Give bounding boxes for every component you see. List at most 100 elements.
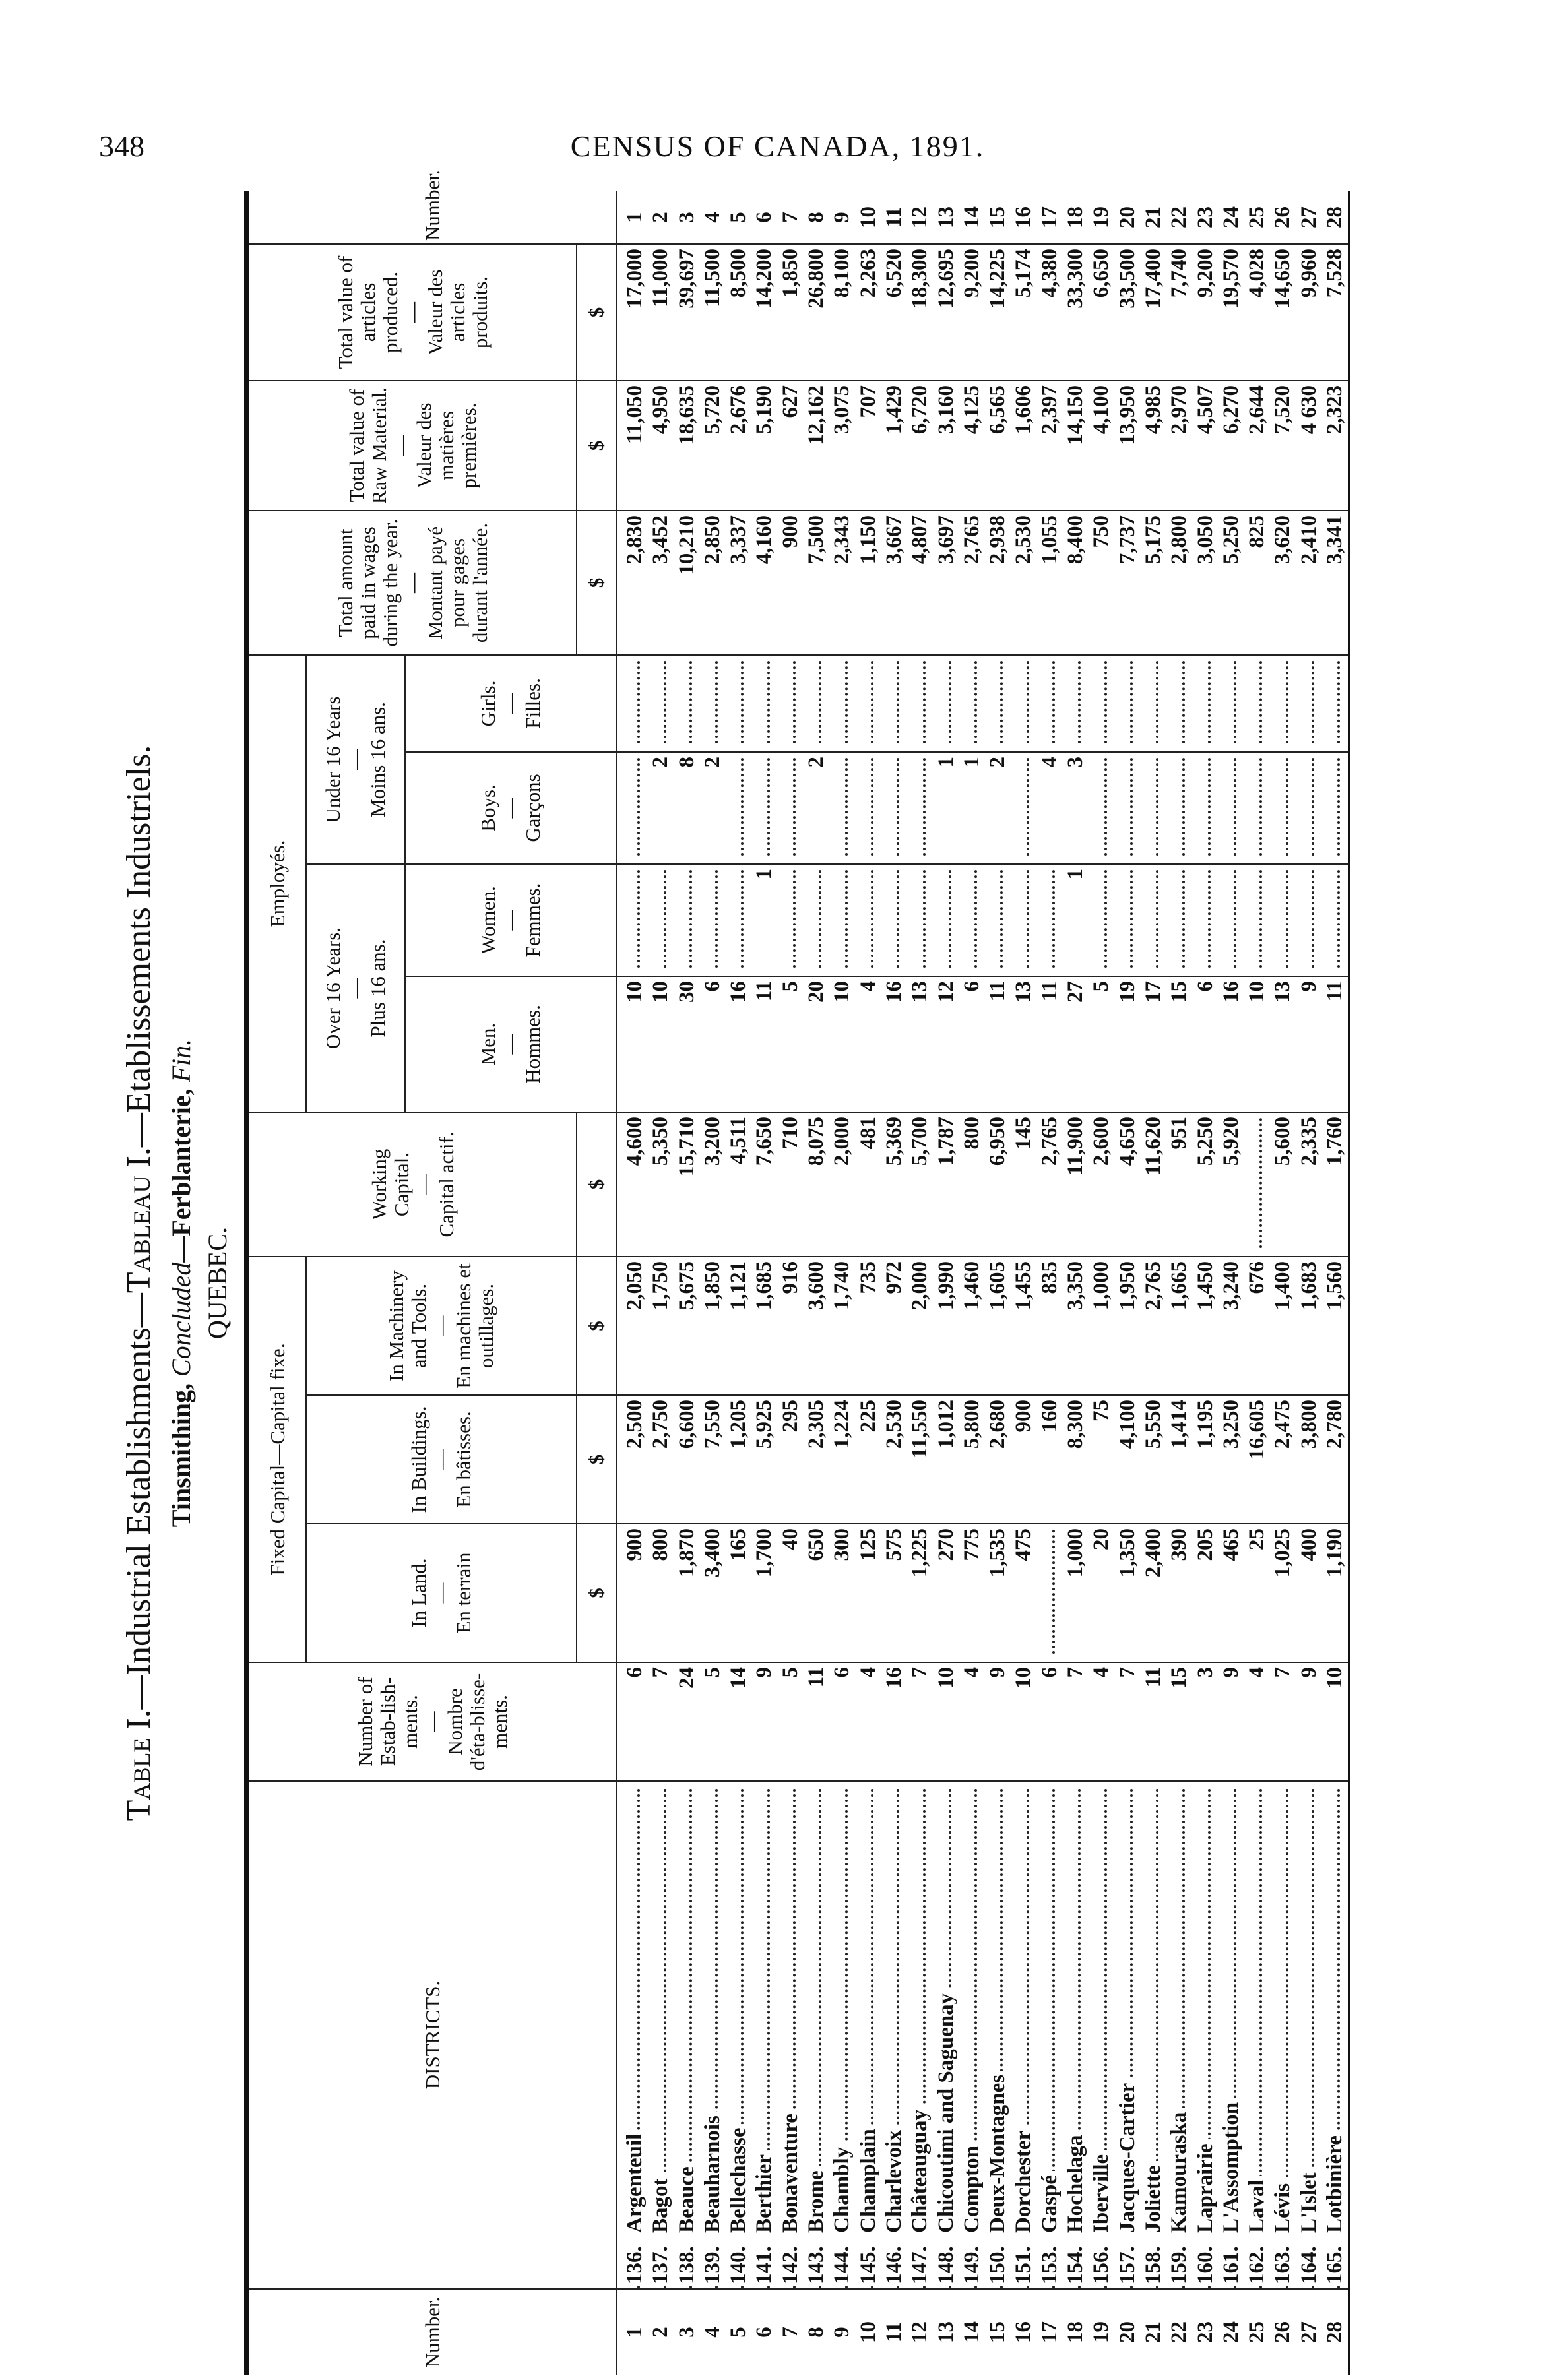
wages-cell: 7,737: [1114, 510, 1141, 655]
products-cell: 33,300: [1063, 243, 1089, 381]
boys-cell: 2: [648, 751, 674, 864]
men-cell: 5: [777, 976, 804, 1112]
land-cell: 400: [1296, 1524, 1323, 1662]
row-number-left: 14: [959, 2321, 984, 2343]
working-cell: [1244, 1112, 1271, 1257]
raw-cell: 5,190: [751, 380, 778, 511]
district-cell: 160. Laprairie: [1192, 1781, 1219, 2289]
girls-cell: [1036, 654, 1063, 752]
girls-cell: [1244, 654, 1271, 752]
dash: —: [499, 910, 522, 931]
header-boys: Boys. — Garçons: [405, 751, 616, 864]
land-cell: 1,535: [985, 1524, 1011, 1662]
women-cell: [699, 863, 726, 976]
estab-cell: 10: [1322, 1662, 1349, 1781]
wages-cell: 3,620: [1270, 510, 1296, 655]
raw-cell: 14,150: [1063, 380, 1089, 511]
products-cell: 17,400: [1140, 243, 1167, 381]
district-code: 149.: [959, 2242, 984, 2284]
row-number-left: 16: [1011, 2321, 1036, 2343]
header-fixed-capital: Fixed Capital—Capital fixe.: [247, 1256, 306, 1662]
dash: —: [344, 978, 367, 999]
estab-cell: 7: [907, 1662, 934, 1781]
wages-cell: 3,337: [726, 510, 752, 655]
wages-cell: 2,938: [985, 510, 1011, 655]
land-cell: 205: [1192, 1524, 1219, 1662]
spacer: [1011, 2233, 1036, 2243]
women-cell: [1192, 863, 1219, 976]
raw-cell: 4,950: [648, 380, 674, 511]
row-number-left: 2: [649, 2327, 673, 2338]
raw-cell: 13,950: [1114, 380, 1141, 511]
estab-cell: 7: [648, 1662, 674, 1781]
women-cell: [1114, 863, 1141, 976]
working-cell: 5,700: [907, 1112, 934, 1257]
table-titles: Table I.—Industrial Establishments—Table…: [112, 191, 244, 2375]
buildings-cell: 2,750: [648, 1395, 674, 1524]
girls-cell: [959, 654, 986, 752]
header-establishments-fr: Nombre d'éta-blisse-ments.: [443, 1672, 511, 1771]
girls-cell: [1063, 654, 1089, 752]
boys-cell: 2: [804, 751, 830, 864]
district-code: 153.: [1037, 2242, 1062, 2284]
women-cell: 1: [751, 863, 778, 976]
estab-cell: 24: [674, 1662, 700, 1781]
page-number: 348: [99, 129, 144, 163]
district-cell: 147. Châteauguay: [907, 1781, 934, 2289]
land-cell: 1,190: [1322, 1524, 1349, 1662]
header-women-fr: Femmes.: [521, 883, 544, 958]
row-number-right: 10: [855, 191, 881, 244]
products-cell: 8,100: [829, 243, 856, 381]
district-name: Lotbinière: [1323, 2131, 1347, 2233]
table-row: 1 136. Argenteuil 6 900 2,500 2,050 4,600 10 2,8…: [616, 191, 649, 2375]
district-cell: 165. Lotbinière: [1322, 1781, 1349, 2289]
district-name: Hochelaga: [1063, 2131, 1088, 2233]
district-cell: 164. L'Islet: [1296, 1781, 1323, 2289]
machinery-cell: 1,605: [985, 1256, 1011, 1395]
estab-cell: 10: [933, 1662, 959, 1781]
header-land-en: In Land.: [407, 1558, 430, 1628]
raw-cell: 11,050: [616, 380, 649, 511]
district-code: 162.: [1245, 2242, 1269, 2284]
spacer: [804, 2233, 829, 2243]
machinery-cell: 1,685: [751, 1256, 778, 1395]
wages-cell: 3,452: [648, 510, 674, 655]
table-prefix: Table I.: [120, 1709, 158, 1821]
working-cell: 2,600: [1089, 1112, 1115, 1257]
machinery-cell: 2,050: [616, 1256, 649, 1395]
buildings-cell: 5,550: [1140, 1395, 1167, 1524]
row-number-right: 11: [881, 191, 908, 244]
working-cell: 145: [1011, 1112, 1037, 1257]
header-machinery: In Machinery and Tools. — En machines et o…: [306, 1256, 577, 1395]
district-name: Laval: [1245, 2176, 1269, 2233]
men-cell: 4: [855, 976, 881, 1112]
header-raw-material: Total value of Raw Material. — Valeur des …: [247, 380, 577, 511]
land-cell: 2,400: [1140, 1524, 1167, 1662]
district-name: Bagot: [649, 2174, 673, 2233]
men-cell: 13: [1011, 976, 1037, 1112]
working-cell: 15,710: [674, 1112, 700, 1257]
raw-cell: 3,075: [829, 380, 856, 511]
dollar-products: $: [577, 243, 616, 381]
district-cell: 142. Bonaventure: [777, 1781, 804, 2289]
header-products-en: Total value of articles produced.: [333, 255, 402, 369]
men-cell: 11: [1036, 976, 1063, 1112]
row-number-left: 11: [881, 2321, 906, 2343]
girls-cell: [726, 654, 752, 752]
girls-cell: [751, 654, 778, 752]
district-cell: 156. Iberville: [1089, 1781, 1115, 2289]
spacer: [1193, 2233, 1217, 2243]
wages-cell: 7,500: [804, 510, 830, 655]
table-row: 26 163. Lévis 7 1,025 2,475 1,400 5,600 13 3,620…: [1270, 191, 1296, 2375]
products-cell: 18,300: [907, 243, 934, 381]
women-cell: [777, 863, 804, 976]
district-name: Deux-Montagnes: [986, 2070, 1010, 2233]
row-number-right: 13: [933, 191, 959, 244]
header-employes: Employés.: [247, 654, 306, 1112]
men-cell: 11: [1322, 976, 1349, 1112]
boys-cell: [1166, 751, 1193, 864]
land-cell: 475: [1011, 1524, 1037, 1662]
wages-cell: 4,160: [751, 510, 778, 655]
row-number-right: 18: [1063, 191, 1089, 244]
table-row: 5 140. Bellechasse 14 165 1,205 1,121 4,511 16 3…: [726, 191, 752, 2375]
